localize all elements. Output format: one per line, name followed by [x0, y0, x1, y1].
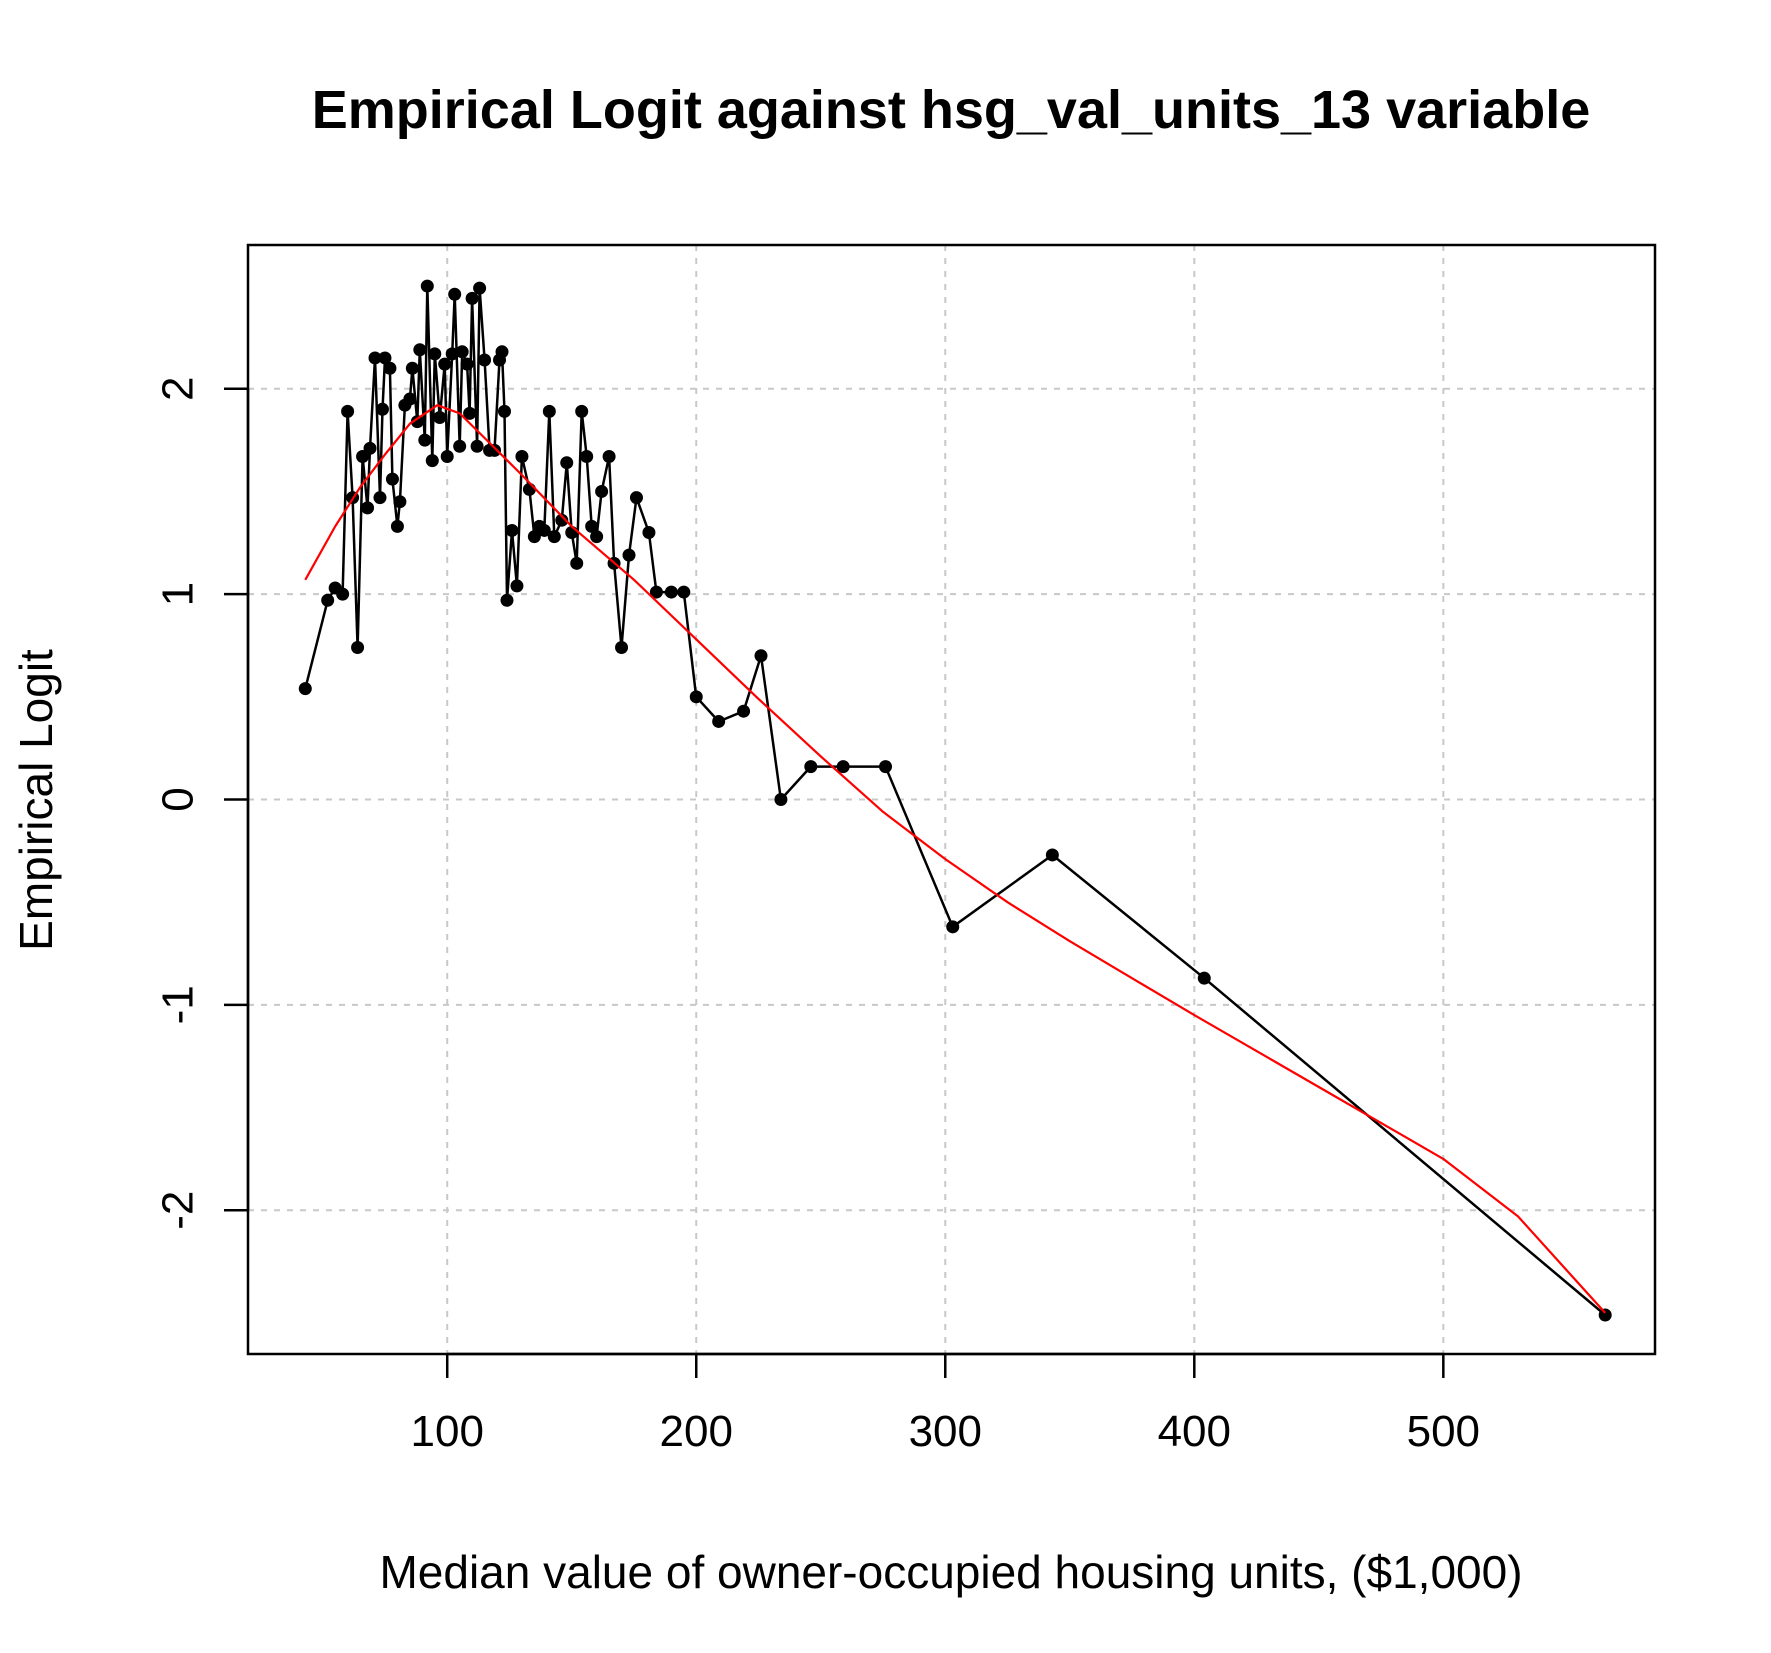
data-point: [560, 456, 574, 470]
series-layer: [298, 279, 1612, 1322]
x-tick-label: 100: [411, 1407, 484, 1456]
data-point: [570, 556, 584, 570]
data-point: [879, 760, 893, 774]
data-point: [590, 530, 604, 544]
data-point: [425, 454, 439, 468]
data-point: [689, 690, 703, 704]
data-point: [453, 439, 467, 453]
data-point: [595, 484, 609, 498]
data-point: [488, 443, 502, 457]
data-point: [642, 526, 656, 540]
y-tick-label: 0: [154, 787, 203, 811]
data-point: [1197, 971, 1211, 985]
y-tick-label: 1: [154, 582, 203, 606]
series-2-line: [304, 404, 1607, 1314]
data-point: [1598, 1308, 1612, 1322]
x-axis: 100 200 300 400 500: [411, 1352, 1480, 1456]
data-point: [390, 519, 404, 533]
data-point: [473, 281, 487, 295]
data-point: [615, 641, 629, 655]
data-point: [602, 450, 616, 464]
data-point: [336, 587, 350, 601]
data-point: [580, 450, 594, 464]
data-point: [500, 593, 514, 607]
data-point: [537, 523, 551, 537]
data-point: [515, 450, 529, 464]
data-point: [946, 920, 960, 934]
y-axis: -2 -1 0 1 2: [154, 377, 250, 1230]
data-point: [460, 357, 474, 371]
data-point: [547, 530, 561, 544]
x-tick-label: 300: [909, 1407, 982, 1456]
data-point: [375, 402, 389, 416]
x-tick-label: 500: [1407, 1407, 1480, 1456]
y-tick-label: -1: [154, 985, 203, 1024]
data-point: [410, 415, 424, 429]
data-point: [737, 704, 751, 718]
y-axis-label: Empirical Logit: [10, 649, 62, 951]
x-tick-label: 200: [660, 1407, 733, 1456]
x-axis-label: Median value of owner-occupied housing u…: [379, 1546, 1522, 1598]
data-point: [445, 347, 459, 361]
data-point: [351, 641, 365, 655]
data-point: [463, 406, 477, 420]
data-point: [455, 345, 469, 359]
data-point: [497, 404, 511, 418]
data-point: [495, 345, 509, 359]
data-point: [405, 361, 419, 375]
data-point: [368, 351, 382, 365]
data-point: [470, 439, 484, 453]
data-point: [403, 392, 417, 406]
data-point: [629, 491, 643, 505]
data-point: [649, 585, 663, 599]
data-point: [420, 279, 434, 293]
data-point: [433, 411, 447, 425]
y-tick-label: -2: [154, 1191, 203, 1230]
data-point: [321, 593, 335, 607]
data-point: [383, 361, 397, 375]
data-point: [677, 585, 691, 599]
data-point: [418, 433, 432, 447]
data-point: [542, 404, 556, 418]
data-point: [664, 585, 678, 599]
chart-title: Empirical Logit against hsg_val_units_13…: [312, 80, 1590, 140]
data-point: [804, 760, 818, 774]
data-point: [622, 548, 636, 562]
data-point: [565, 526, 579, 540]
data-point: [575, 404, 589, 418]
data-point: [373, 491, 387, 505]
x-tick-label: 400: [1158, 1407, 1231, 1456]
data-point: [522, 482, 536, 496]
data-point: [341, 404, 355, 418]
data-point: [363, 441, 377, 455]
data-point: [413, 343, 427, 357]
data-point: [393, 495, 407, 509]
data-point: [510, 579, 524, 593]
data-point: [385, 472, 399, 486]
data-point: [440, 450, 454, 464]
data-point: [298, 682, 312, 696]
data-point: [712, 714, 726, 728]
data-point: [754, 649, 768, 663]
data-point: [505, 523, 519, 537]
data-point: [428, 347, 442, 361]
data-point: [361, 501, 375, 515]
y-tick-label: 2: [154, 377, 203, 401]
data-point: [836, 760, 850, 774]
data-point: [356, 450, 370, 464]
data-point: [448, 287, 462, 301]
data-point: [465, 291, 479, 305]
data-point: [774, 793, 788, 806]
data-point: [378, 351, 392, 365]
data-point: [438, 357, 452, 371]
data-point: [478, 353, 492, 367]
data-point: [585, 519, 599, 533]
data-point: [527, 530, 541, 544]
series-1-line: [304, 284, 1607, 1316]
grid: [248, 245, 1655, 1354]
data-point: [1045, 848, 1059, 862]
data-point: [555, 513, 569, 527]
